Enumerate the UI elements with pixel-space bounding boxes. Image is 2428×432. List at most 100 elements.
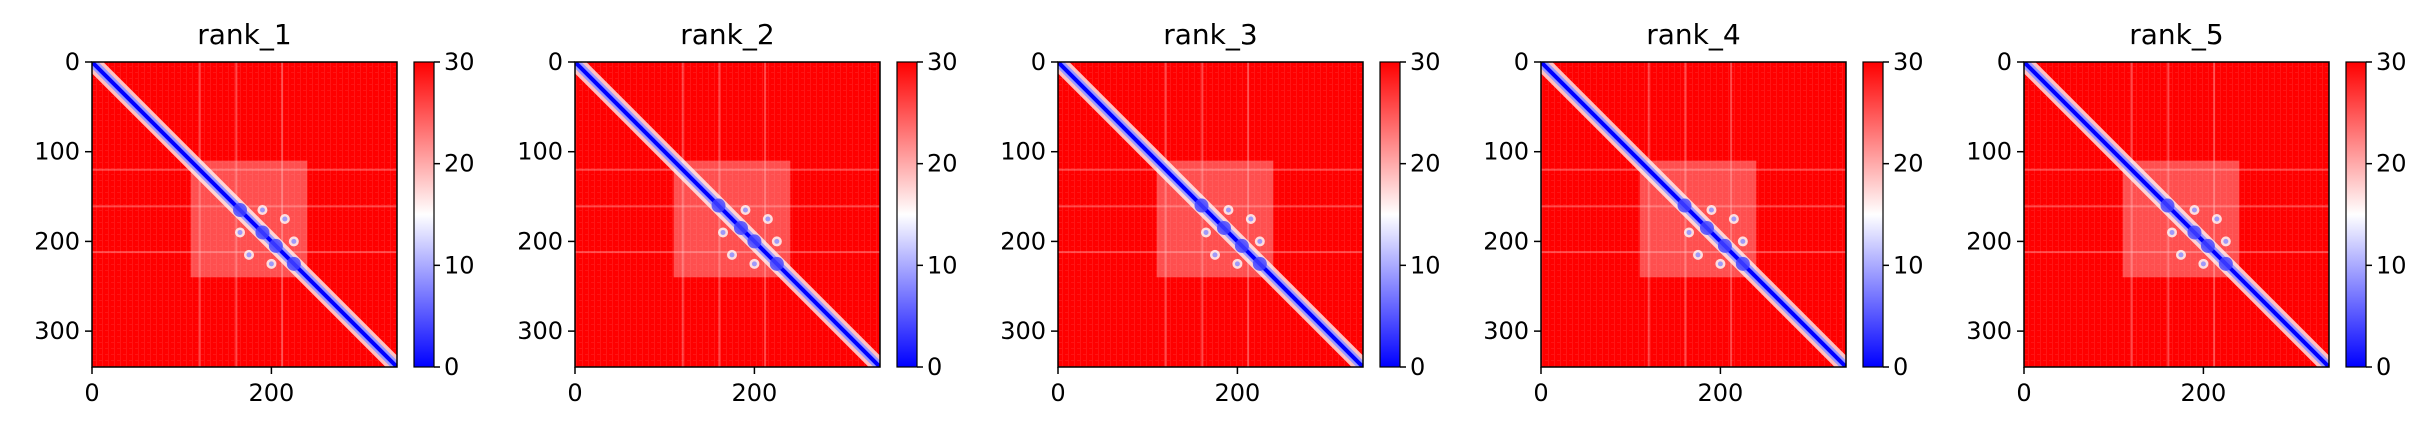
contact-blob [1234, 261, 1240, 267]
contact-blob [1248, 216, 1254, 222]
x-tick-label: 200 [1215, 379, 1261, 407]
contact-blob [268, 261, 274, 267]
colorbar [1862, 61, 1884, 368]
colorbar-tick-label: 0 [1410, 353, 1425, 381]
y-tick-label: 100 [1483, 138, 1529, 166]
y-tick-label: 300 [1483, 317, 1529, 345]
axes-frame [1057, 61, 1364, 368]
x-tick-label: 0 [84, 379, 99, 407]
axes-frame [2023, 61, 2330, 368]
colorbar-tick-label: 20 [927, 150, 958, 178]
y-tick-label: 0 [1031, 48, 1046, 76]
heatmap-streak [1730, 62, 1733, 367]
heatmap-streak [2213, 62, 2216, 367]
heatmap-panel-1: rank_1 0 200 0 100 200 300 0 10 20 30 [34, 18, 474, 407]
contact-blob [729, 252, 735, 258]
contact-blob [2214, 216, 2220, 222]
colorbar-tick-label: 30 [1410, 48, 1441, 76]
colorbar-tick-label: 20 [444, 150, 475, 178]
heatmap-area [92, 62, 397, 367]
colorbar-tick-label: 30 [444, 48, 475, 76]
heatmap-streak [1647, 62, 1650, 367]
heatmap-panel-5: rank_5 0 200 0 100 200 300 0 10 20 30 [1966, 18, 2406, 407]
y-tick-label: 200 [517, 227, 563, 255]
colorbar-tick-label: 20 [1410, 150, 1441, 178]
colorbar-tick-label: 30 [1893, 48, 1924, 76]
diagonal-hotspot [769, 256, 784, 271]
heatmap-streak [281, 62, 284, 367]
x-tick-label: 0 [567, 379, 582, 407]
y-tick-label: 100 [517, 138, 563, 166]
heatmap-streak [1164, 62, 1167, 367]
diagonal-hotspot [268, 238, 283, 253]
heatmap-streak [92, 251, 397, 254]
contact-blob [1225, 207, 1231, 213]
diagonal-hotspot [1717, 238, 1732, 253]
x-tick-label: 0 [1050, 379, 1065, 407]
diagonal-line [1541, 62, 1846, 367]
diagonal-hotspot [1194, 198, 1209, 213]
contact-blob [259, 207, 265, 213]
x-tick-label: 0 [1533, 379, 1548, 407]
colorbar-tick-label: 0 [1893, 353, 1908, 381]
axes-frame [91, 61, 398, 368]
heatmap-streak [1247, 62, 1250, 367]
chart-title: rank_4 [1646, 18, 1740, 51]
diagonal-hotspot [1216, 220, 1231, 235]
y-tick-label: 200 [1483, 227, 1529, 255]
diagonal-hotspot [286, 256, 301, 271]
heatmap-streak [764, 62, 767, 367]
heatmap-area [575, 62, 880, 367]
contact-blob [1257, 238, 1263, 244]
diagonal-hotspot [2200, 238, 2215, 253]
heatmap-streak [198, 62, 201, 367]
diagonal-hotspot [733, 220, 748, 235]
heatmap-streak [1541, 168, 1846, 171]
colorbar-tick-label: 20 [1893, 150, 1924, 178]
heatmap-streak [2130, 62, 2133, 367]
contact-blob [237, 229, 243, 235]
diagonal-hotspot [2187, 225, 2202, 240]
contact-blob [751, 261, 757, 267]
diagonal-hotspot [255, 225, 270, 240]
diagonal-hotspot [1252, 256, 1267, 271]
contact-blob [1708, 207, 1714, 213]
heatmap-area [2024, 62, 2329, 367]
heatmap-streak [1541, 251, 1846, 254]
x-tick-label: 200 [249, 379, 295, 407]
colorbar-tick-label: 30 [2376, 48, 2407, 76]
heatmap-streak [2024, 251, 2329, 254]
heatmap-streak [2024, 168, 2329, 171]
colorbar [1379, 61, 1401, 368]
diagonal-hotspot [1735, 256, 1750, 271]
y-tick-label: 0 [1514, 48, 1529, 76]
heatmap-streak [575, 251, 880, 254]
diagonal-hotspot [233, 203, 248, 218]
diagonal-hotspot [1699, 220, 1714, 235]
contact-blob [282, 216, 288, 222]
contact-blob [742, 207, 748, 213]
contact-blob [774, 238, 780, 244]
colorbar-tick-label: 10 [1410, 251, 1441, 279]
diagonal-hotspot [2218, 256, 2233, 271]
contact-blob [2200, 261, 2206, 267]
y-tick-label: 100 [34, 138, 80, 166]
contact-blob [1695, 252, 1701, 258]
y-tick-label: 100 [1966, 138, 2012, 166]
diagonal-line [1058, 62, 1363, 367]
contact-blob [1686, 229, 1692, 235]
x-tick-label: 200 [1698, 379, 1744, 407]
diagonal-hotspot [2160, 198, 2175, 213]
contact-blob [2191, 207, 2197, 213]
x-tick-label: 200 [732, 379, 778, 407]
contact-blob [1717, 261, 1723, 267]
y-tick-label: 100 [1000, 138, 1046, 166]
y-tick-label: 200 [1966, 227, 2012, 255]
contact-blob [1203, 229, 1209, 235]
heatmap-streak [92, 168, 397, 171]
diagonal-line [2024, 62, 2329, 367]
heatmap-area [1058, 62, 1363, 367]
heatmap-panel-4: rank_4 0 200 0 100 200 300 0 10 20 30 [1483, 18, 1923, 407]
y-tick-label: 0 [1997, 48, 2012, 76]
